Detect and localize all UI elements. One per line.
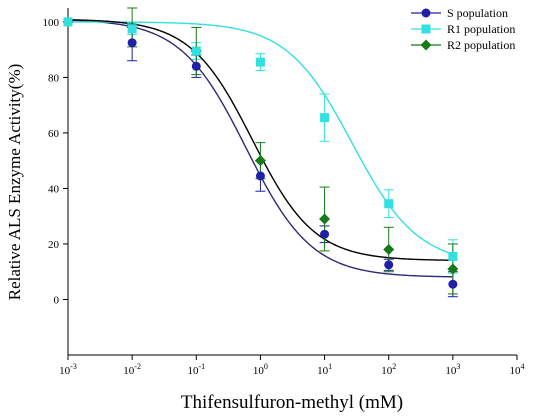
data-markers — [62, 16, 459, 289]
y-tick-label: 100 — [43, 17, 60, 29]
y-tick-label: 40 — [48, 183, 60, 195]
y-axis-ticks: 0 20 40 60 80 100 — [43, 17, 68, 306]
x-tick-label: 10-2 — [123, 362, 141, 377]
x-tick-label: 101 — [317, 362, 332, 377]
legend-marker — [421, 8, 431, 18]
data-point — [448, 279, 458, 289]
data-point — [255, 171, 265, 181]
x-tick-label: 10-1 — [187, 362, 205, 377]
legend: S population R1 population R2 population — [411, 6, 515, 52]
y-tick-label: 0 — [54, 294, 60, 306]
x-tick-label: 104 — [510, 362, 525, 377]
x-tick-label: 10-3 — [59, 362, 77, 377]
data-point — [384, 260, 394, 270]
x-tick-label: 100 — [253, 362, 268, 377]
legend-marker — [421, 24, 431, 34]
data-point — [320, 229, 330, 239]
data-point — [320, 113, 330, 123]
data-point — [127, 38, 137, 48]
data-point — [383, 244, 395, 256]
plot-area — [67, 8, 517, 356]
y-axis-title: Relative ALS Enzyme Activity(%) — [5, 64, 24, 301]
data-point — [254, 155, 266, 167]
data-point — [448, 251, 458, 261]
x-tick-label: 103 — [445, 362, 460, 377]
y-tick-label: 20 — [48, 239, 60, 251]
data-point — [63, 17, 73, 27]
data-point — [447, 263, 459, 275]
legend-label: R1 population — [447, 22, 515, 36]
data-point — [319, 213, 331, 225]
error-bars — [127, 7, 458, 298]
data-point — [384, 199, 394, 209]
legend-marker — [420, 39, 432, 51]
legend-label: R2 population — [447, 38, 515, 52]
x-axis-ticks: 10-3 10-2 10-1 100 101 102 103 104 — [59, 355, 525, 377]
x-axis-title: Thifensulfuron-methyl (mM) — [181, 392, 403, 413]
data-point — [255, 57, 265, 67]
y-tick-label: 60 — [48, 128, 60, 140]
x-tick-label: 102 — [381, 362, 396, 377]
y-tick-label: 80 — [48, 72, 60, 84]
legend-label: S population — [447, 6, 508, 20]
data-point — [191, 61, 201, 71]
data-point — [127, 24, 137, 34]
data-point — [191, 46, 201, 56]
